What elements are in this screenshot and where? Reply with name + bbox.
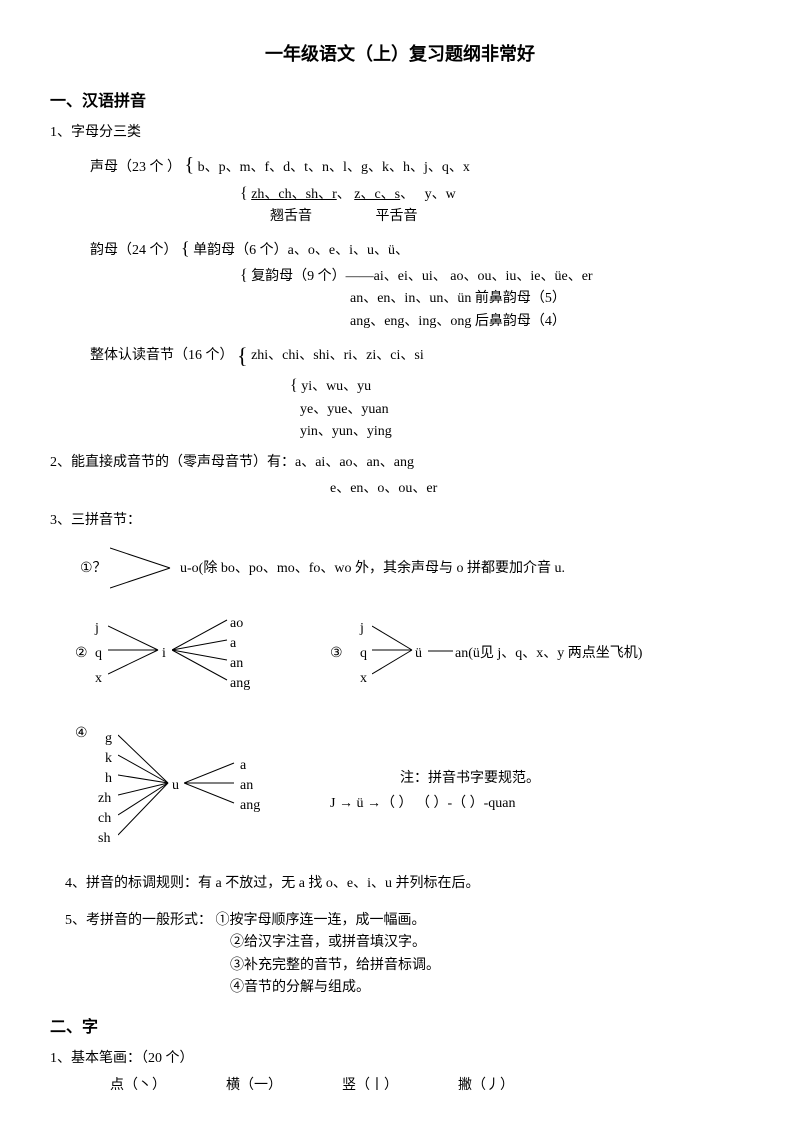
item2: 2、能直接成音节的（零声母音节）有：a、ai、ao、an、ang xyxy=(50,452,750,474)
d3-q: q xyxy=(360,643,367,665)
zhengti-label: 整体认读音节（16 个） xyxy=(90,348,234,363)
item5-label: 5、考拼音的一般形式： xyxy=(65,913,212,928)
d2-j: j xyxy=(95,618,99,640)
stroke-pie: 撇（丿） xyxy=(458,1075,514,1097)
d1-text: u-o(除 bo、po、mo、fo、wo 外，其余声母与 o 拼都要加介音 u. xyxy=(180,558,565,580)
d3-j: j xyxy=(360,618,364,640)
item5-l3: ③补充完整的音节，给拼音标调。 xyxy=(230,955,750,977)
item5-l1: ①按字母顺序连一连，成一幅画。 xyxy=(216,913,426,928)
stroke-shu: 竖（丨） xyxy=(342,1075,398,1097)
stroke-dian: 点（丶） xyxy=(110,1075,166,1097)
d2-x: x xyxy=(95,668,102,690)
yunmu-label: 韵母（24 个） xyxy=(90,243,178,258)
item3-label: 3、三拼音节： xyxy=(50,510,750,532)
item2-l2: e、en、o、ou、er xyxy=(330,478,750,500)
item5-l2: ②给汉字注音，或拼音填汉字。 xyxy=(230,932,750,954)
d1-num: ①？ xyxy=(80,558,107,580)
anno-qiao: 翘舌音 xyxy=(270,209,312,224)
d4-u: u xyxy=(172,775,179,797)
d4-note: 注：拼音书字要规范。 xyxy=(400,768,540,790)
item1-label: 1、字母分三类 xyxy=(50,122,750,144)
d4-sh: sh xyxy=(98,828,110,850)
d4-num: ④ xyxy=(75,723,88,745)
d2-i: i xyxy=(162,643,166,665)
section2-header: 二、字 xyxy=(50,1015,750,1041)
zhengti-l4: yin、yun、ying xyxy=(300,421,750,443)
stroke-heng: 横（一） xyxy=(226,1075,282,1097)
shengmu-line1: b、p、m、f、d、t、n、l、g、k、h、j、q、x xyxy=(198,160,470,175)
yunmu-fu: 复韵母（9 个）——ai、ei、ui、 ao、ou、iu、ie、üe、er xyxy=(251,269,592,284)
d2-q: q xyxy=(95,643,102,665)
shengmu-label: 声母（23 个 ） xyxy=(90,160,181,175)
d4-fill: J → ü →（ ） （ ）-（ ）-quan xyxy=(330,793,516,815)
anno-ping: 平舌音 xyxy=(376,209,418,224)
item5-l4: ④音节的分解与组成。 xyxy=(230,977,750,999)
d4-ang: ang xyxy=(240,795,260,817)
doc-title: 一年级语文（上）复习题纲非常好 xyxy=(50,40,750,69)
d3-u: ü xyxy=(415,643,422,665)
shengmu-z: z、c、s xyxy=(354,187,400,202)
item4: 4、拼音的标调规则：有 a 不放过，无 a 找 o、e、i、u 并列标在后。 xyxy=(65,873,750,895)
d3-num: ③ xyxy=(330,643,343,665)
zhengti-l1: zhi、chi、shi、ri、zi、ci、si xyxy=(251,348,424,363)
yunmu-dan: 单韵母（6 个）a、o、e、i、u、ü、 xyxy=(193,243,409,258)
yunmu-qian: an、en、in、un、ün 前鼻韵母（5） xyxy=(350,288,750,310)
d2-num: ② xyxy=(75,643,88,665)
yunmu-hou: ang、eng、ing、ong 后鼻韵母（4） xyxy=(350,311,750,333)
section1-header: 一、汉语拼音 xyxy=(50,89,750,115)
d3-x: x xyxy=(360,668,367,690)
d2-ang: ang xyxy=(230,673,250,695)
zhengti-l3: ye、yue、yuan xyxy=(300,399,750,421)
shengmu-zh: zh、ch、sh、r xyxy=(251,187,337,202)
d3-text: an(ü见 j、q、x、y 两点坐飞机) xyxy=(455,643,642,665)
shengmu-yw: y、w xyxy=(425,187,456,202)
zhengti-l2: yi、wu、yu xyxy=(301,379,371,394)
sec2-item1: 1、基本笔画：（20 个） xyxy=(50,1048,750,1070)
